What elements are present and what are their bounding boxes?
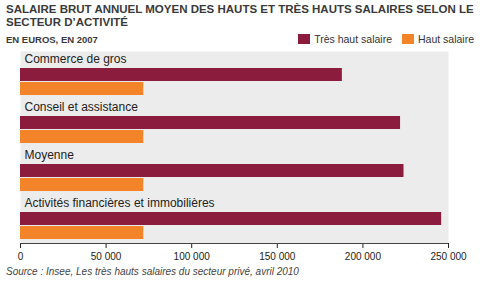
svg-text:Activités financières et immob: Activités financières et immobilières [25,196,215,210]
svg-text:Commerce de gros: Commerce de gros [25,52,127,66]
svg-text:Moyenne: Moyenne [25,148,75,162]
svg-text:150 000: 150 000 [259,251,296,262]
html-text:EN EUROS, EN 2007: EN EUROS, EN 2007 [6,33,98,45]
svg-text:250 000: 250 000 [430,251,467,262]
html-text:Haut salaire: Haut salaire [418,33,474,45]
svg-text:100 000: 100 000 [174,251,211,262]
html-text:Source : Insee, Les très hauts: Source : Insee, Les très hauts salaires … [6,266,299,277]
svg-text:Conseil et assistance: Conseil et assistance [25,100,139,114]
html-text:SALAIRE BRUT ANNUEL MOYEN DES: SALAIRE BRUT ANNUEL MOYEN DES HAUTS ET T… [6,3,474,28]
svg-text:0: 0 [18,251,24,262]
html-text:Très haut salaire: Très haut salaire [314,33,392,45]
svg-text:50 000: 50 000 [91,251,122,262]
svg-text:200 000: 200 000 [345,251,382,262]
